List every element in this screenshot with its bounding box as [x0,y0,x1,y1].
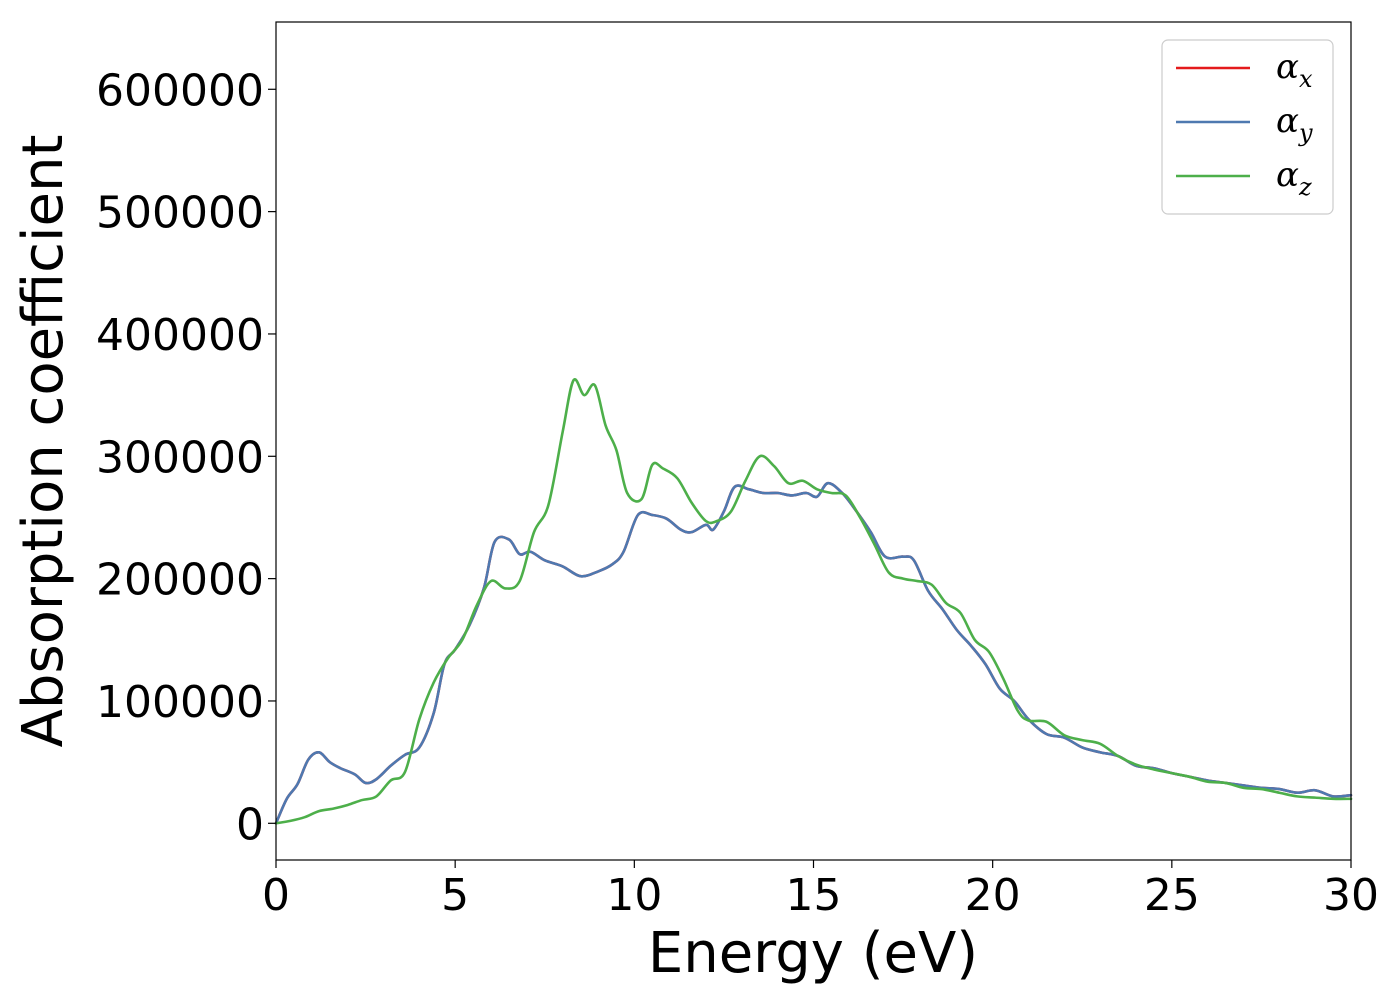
x-axis-title: Energy (eV) [648,921,978,986]
y-tick-label: 500000 [96,188,264,239]
legend-label-alpha-x: αx [1276,47,1313,93]
legend-label-alpha-y: αy [1276,101,1313,147]
y-tick-label: 600000 [96,65,264,116]
series-line-alpha-z [274,377,1353,825]
x-tick-label: 5 [441,870,469,921]
y-tick-label: 0 [236,799,264,850]
y-axis-title: Absorption coefficient [11,135,76,748]
legend-label-alpha-z: αz [1276,155,1312,201]
x-tick-label: 15 [786,870,842,921]
y-tick-label: 300000 [96,432,264,483]
y-tick-label: 400000 [96,310,264,361]
x-axis: 0 5 10 15 20 25 30 [262,860,1379,921]
x-tick-label: 25 [1144,870,1200,921]
x-tick-label: 20 [965,870,1021,921]
legend: αx αy αz [1161,39,1334,215]
series-layer [274,377,1353,825]
y-axis: 0 100000 200000 300000 400000 500000 600000 [96,65,276,850]
x-tick-label: 30 [1323,870,1379,921]
x-tick-label: 10 [606,870,662,921]
x-tick-label: 0 [262,870,290,921]
legend-box [1161,39,1334,215]
y-tick-label: 200000 [96,555,264,606]
y-tick-label: 100000 [96,677,264,728]
